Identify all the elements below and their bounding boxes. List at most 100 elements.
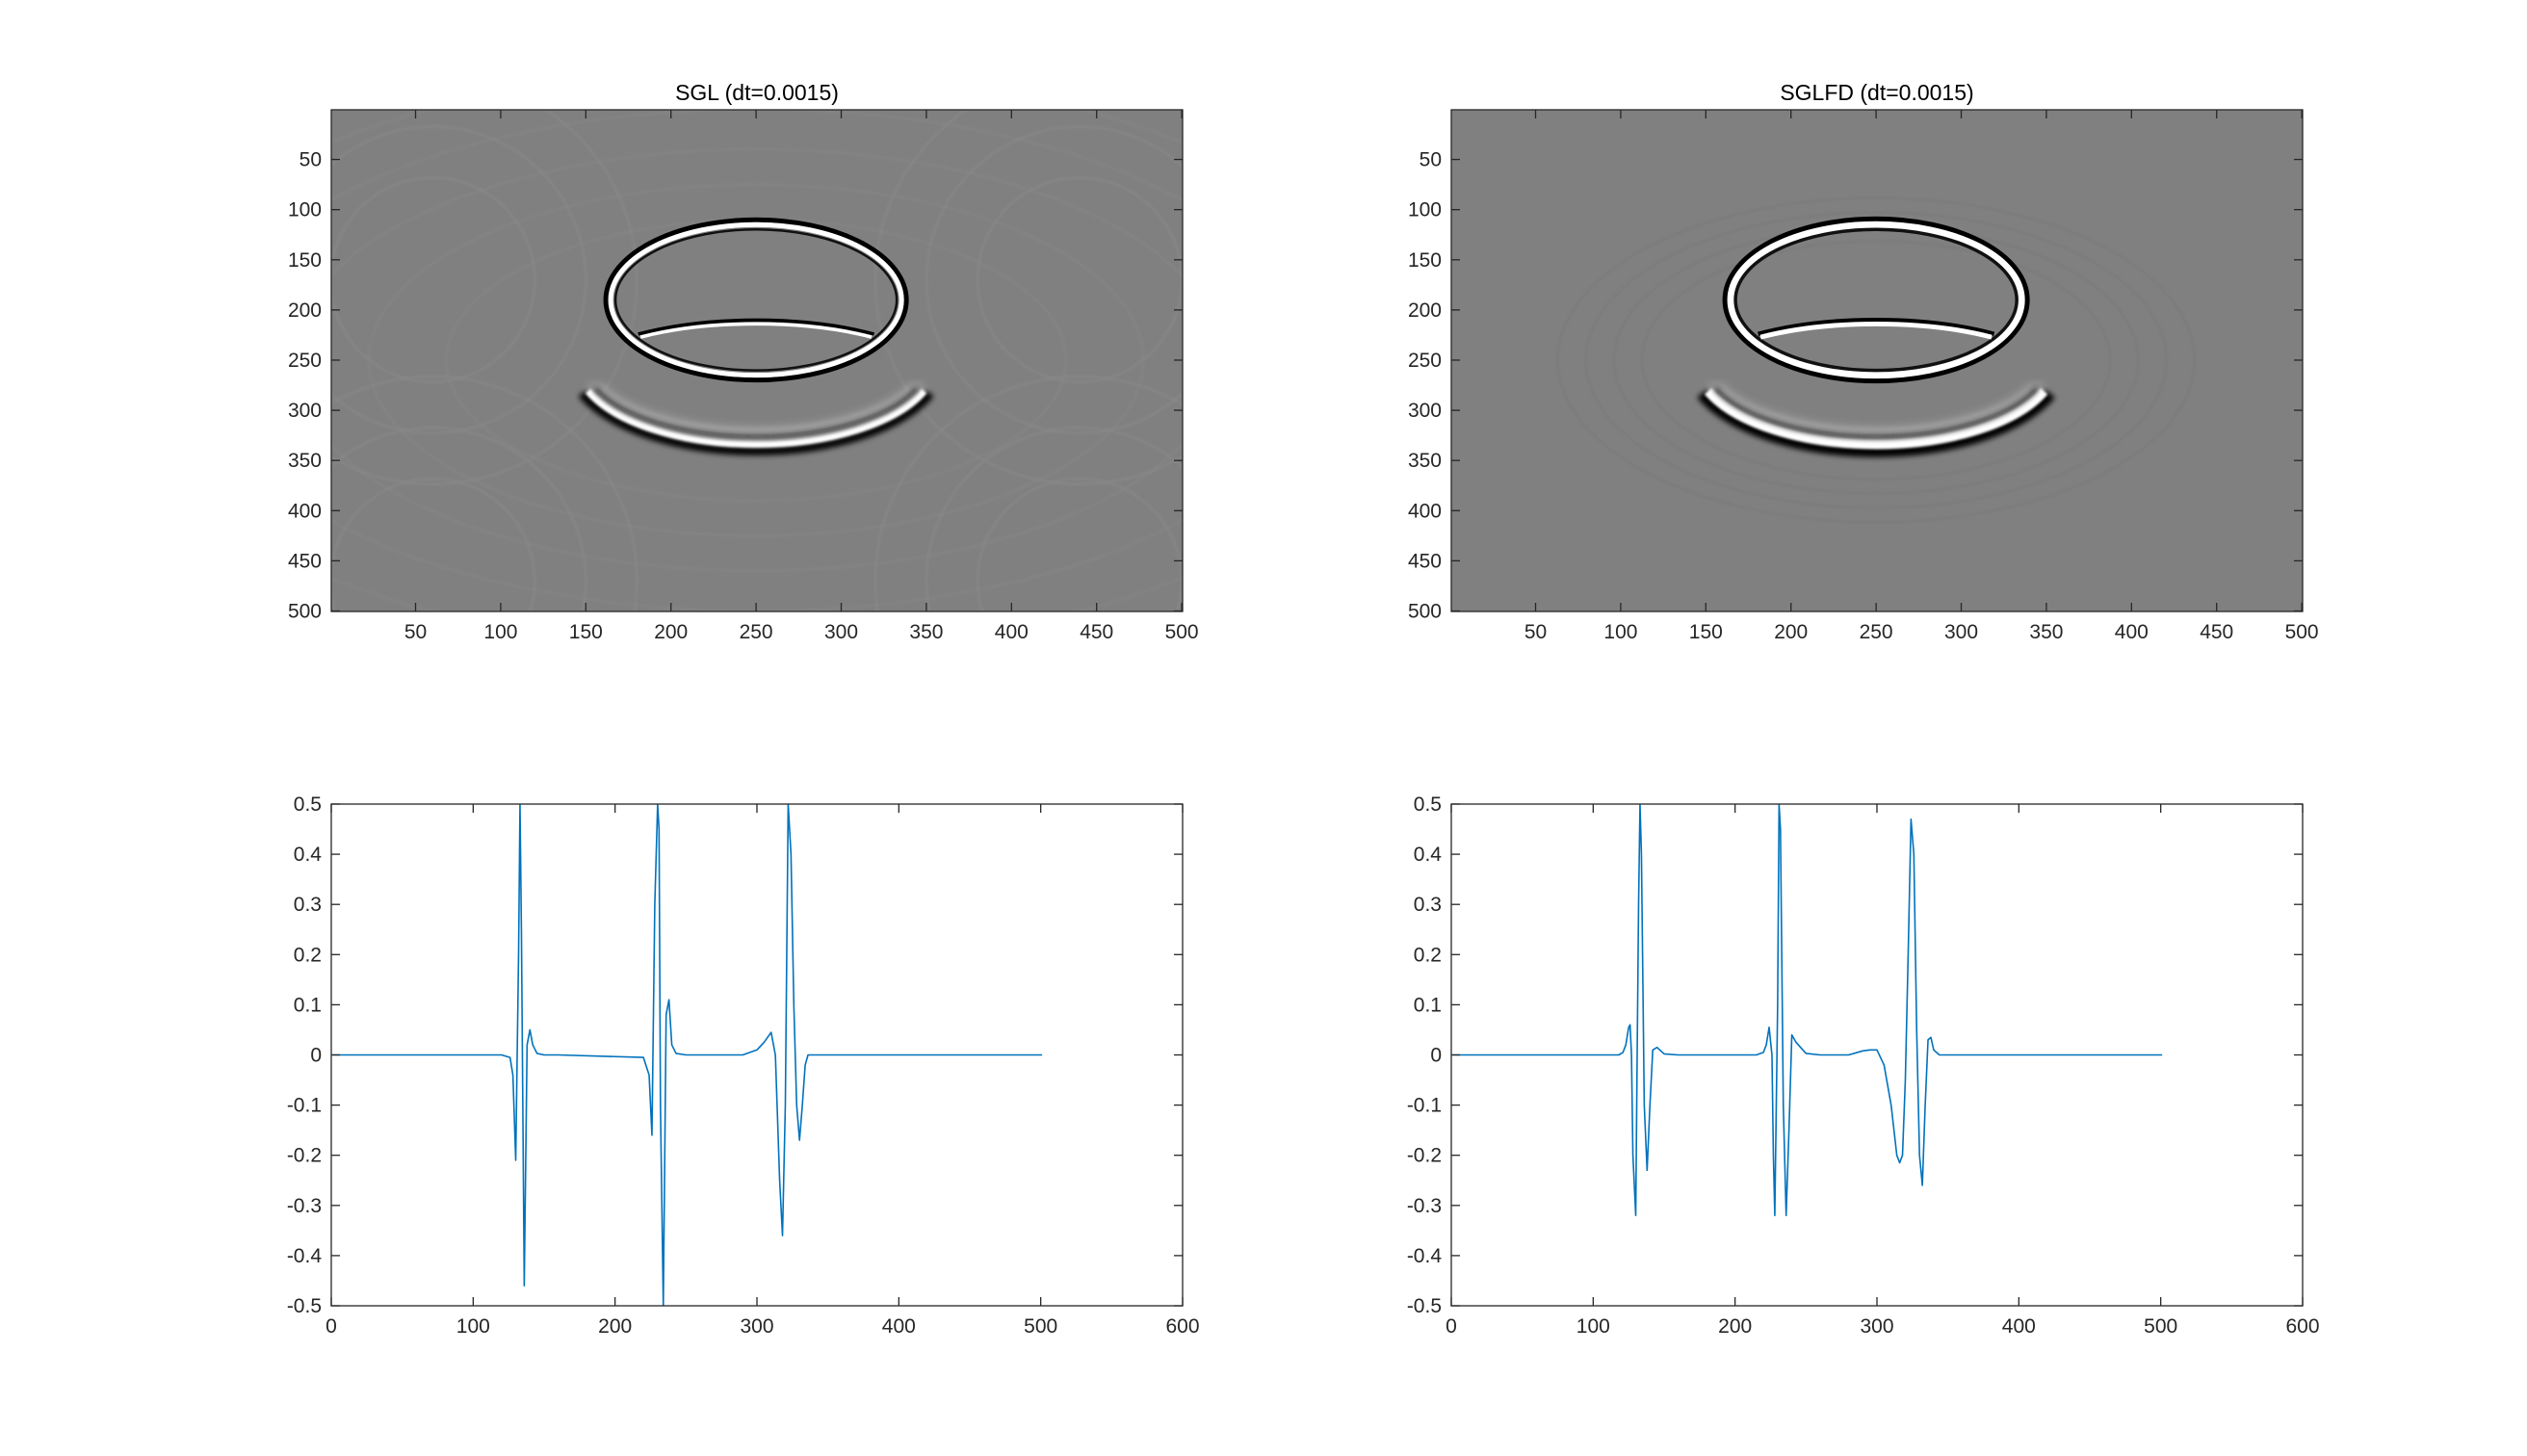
sglfd-wavefield-ticks: 50 100 150 200 250 300 350 400 450 500 50 100 150 200… — [1408, 110, 2319, 643]
sgl-wavefield-artifact-ring — [925, 427, 1183, 611]
sgl-wavefield-artifact-ring — [977, 176, 1183, 383]
sglfd-trace-ytick-label: 0.3 — [1414, 894, 1442, 916]
sglfd-trace-ytick-label: -0.2 — [1407, 1145, 1442, 1167]
sgl-trace-panel: 0 100 200 300 400 500 600 -0.5 -0.4 -0.3 -0.2 -0.1 0… — [287, 793, 1200, 1338]
sglfd-trace-ticks: 0 100 200 300 400 500 600 -0.5 -0.4 -0.3 -0.2 -0.1 0… — [1407, 793, 2320, 1338]
sgl-wavefield-ytick-label: 450 — [288, 550, 322, 572]
sglfd-wavefield-ytick-label: 150 — [1408, 249, 1442, 272]
sgl-trace-ytick-label: 0 — [310, 1045, 322, 1067]
sgl-wavefield-inner-arc-bright — [639, 322, 873, 339]
sglfd-wavefield-artifact-ring — [1641, 240, 2112, 481]
sglfd-trace-ytick-label: 0.1 — [1414, 994, 1442, 1016]
sgl-wavefield-ytick-label: 350 — [288, 450, 322, 472]
sgl-wavefield-xtick-label: 200 — [654, 621, 688, 643]
sgl-wavefield-ytick-label: 500 — [288, 600, 322, 622]
sglfd-wavefield-upper-wavefront-inner — [1733, 227, 2019, 373]
sglfd-trace-panel: 0 100 200 300 400 500 600 -0.5 -0.4 -0.3 -0.2 -0.1 0… — [1407, 793, 2320, 1338]
sglfd-trace-ytick-label: -0.1 — [1407, 1095, 1442, 1117]
sgl-trace-ytick-label: 0.4 — [294, 844, 323, 866]
sglfd-trace-ytick-label: 0.4 — [1414, 844, 1443, 866]
sglfd-trace-ytick-label: -0.4 — [1407, 1245, 1443, 1267]
sglfd-wavefield-xtick-label: 150 — [1689, 621, 1723, 643]
sgl-wavefield-ytick-label: 100 — [288, 199, 322, 221]
sglfd-trace-xtick-label: 500 — [2144, 1315, 2177, 1338]
sgl-wavefield-artifact-ring — [331, 478, 535, 611]
sgl-wavefield-lower-arc-bright — [585, 388, 927, 448]
sgl-wavefield-artifact-ring — [331, 110, 638, 485]
sglfd-wavefield-ytick-label: 250 — [1408, 350, 1442, 372]
sglfd-wavefield-xtick-label: 50 — [1524, 621, 1547, 643]
sglfd-trace-lines — [1452, 804, 2163, 1217]
sgl-wavefield-ytick-label: 50 — [300, 149, 322, 171]
sgl-trace-xtick-label: 400 — [882, 1315, 916, 1338]
sglfd-wavefield-xtick-label: 200 — [1774, 621, 1808, 643]
sgl-trace-xtick-label: 0 — [326, 1315, 337, 1338]
sglfd-wavefield-xtick-label: 450 — [2200, 621, 2233, 643]
sgl-trace-ytick-label: 0.1 — [294, 994, 322, 1016]
sgl-wavefield-artifact-ring — [925, 125, 1183, 434]
sglfd-wavefield-upper-wavefront-bright — [1727, 221, 2025, 379]
sgl-wavefield-ytick-label: 200 — [288, 299, 322, 322]
sgl-trace-ytick-label: -0.4 — [287, 1245, 323, 1267]
sglfd-wavefield-lower-arc-dark — [1697, 389, 2055, 457]
sglfd-wavefield-ytick-label: 100 — [1408, 199, 1442, 221]
sgl-wavefield-artifact-ring — [331, 148, 1183, 572]
sglfd-trace-ytick-label: -0.5 — [1407, 1295, 1442, 1317]
sgl-wavefield-upper-wavefront-bright — [608, 221, 904, 378]
sgl-wavefield-artifact-ring — [331, 427, 587, 611]
sgl-trace-xtick-label: 600 — [1165, 1315, 1199, 1338]
sgl-trace-ytick-label: -0.5 — [287, 1295, 322, 1317]
sgl-wavefield-inner-arc-dark — [638, 318, 875, 336]
sglfd-trace-ytick-label: 0.2 — [1414, 944, 1442, 966]
sglfd-trace-xtick-label: 0 — [1446, 1315, 1457, 1338]
sgl-trace-ytick-label: 0.3 — [294, 894, 322, 916]
sglfd-wavefield-panel: SGLFD (dt=0.0015) 50 100 150 200 250 300 350 40… — [1408, 80, 2319, 643]
sglfd-wavefield-xtick-label: 500 — [2285, 621, 2319, 643]
sgl-trace-ytick-label: 0.2 — [294, 944, 322, 966]
sgl-trace-lines — [332, 804, 1043, 1306]
sglfd-wavefield-xtick-label: 300 — [1944, 621, 1978, 643]
sgl-wavefield-upper-wavefront-dark — [603, 217, 909, 383]
sgl-wavefield-artifact-ring — [331, 176, 535, 383]
sgl-wavefield-artifact-ring — [331, 376, 638, 611]
sgl-trace-ytick-label: 0.5 — [294, 793, 322, 816]
sgl-wavefield-panel: SGL (dt=0.0015) 50 100 150 200 250 300 350 400 4… — [288, 80, 1199, 643]
sgl-wavefield-title: SGL (dt=0.0015) — [675, 80, 839, 105]
sgl-wavefield-lower-arc-inner — [593, 386, 919, 439]
sgl-wavefield-xtick-label: 350 — [909, 621, 943, 643]
sglfd-trace-xtick-label: 300 — [1860, 1315, 1893, 1338]
sgl-wavefronts — [331, 110, 1183, 611]
sglfd-wavefronts — [1556, 196, 2196, 524]
sglfd-trace-ytick-label: 0 — [1430, 1045, 1442, 1067]
sglfd-wavefield-artifact-ring — [1584, 211, 2168, 509]
sglfd-wavefield-xtick-label: 250 — [1860, 621, 1893, 643]
sgl-trace-ticks: 0 100 200 300 400 500 600 -0.5 -0.4 -0.3 -0.2 -0.1 0… — [287, 793, 1200, 1338]
sglfd-wavefield-inner-arc-bright — [1759, 322, 1993, 340]
sgl-wavefield-artifact-ring — [331, 125, 587, 434]
sglfd-wavefield-image — [1451, 110, 2303, 611]
sgl-trace-series-line — [332, 804, 1043, 1306]
sgl-wavefield-artifact-ring — [874, 376, 1183, 611]
sgl-trace-ytick-label: -0.3 — [287, 1195, 322, 1217]
sglfd-wavefield-lower-arc-inner — [1713, 386, 2039, 439]
sgl-wavefield-upper-wavefront-inner — [613, 228, 899, 372]
sgl-wavefield-xtick-label: 500 — [1165, 621, 1199, 643]
sgl-trace-ytick-label: -0.2 — [287, 1145, 322, 1167]
sgl-wavefield-xtick-label: 150 — [569, 621, 603, 643]
sgl-wavefield-ticks: 50 100 150 200 250 300 350 400 450 500 50 100 150 200… — [288, 110, 1199, 643]
sglfd-trace-ytick-label: -0.3 — [1407, 1195, 1442, 1217]
sgl-trace-ytick-label: -0.1 — [287, 1095, 322, 1117]
sgl-wavefield-ytick-label: 400 — [288, 500, 322, 522]
sglfd-wavefield-ytick-label: 400 — [1408, 500, 1442, 522]
sglfd-wavefield-ytick-label: 450 — [1408, 550, 1442, 572]
sgl-wavefield-xtick-label: 450 — [1080, 621, 1113, 643]
sglfd-trace-ytick-label: 0.5 — [1414, 793, 1442, 816]
sglfd-wavefield-ytick-label: 300 — [1408, 400, 1442, 422]
sgl-wavefield-ytick-label: 150 — [288, 249, 322, 272]
sgl-wavefield-xtick-label: 50 — [404, 621, 427, 643]
sglfd-wavefield-ytick-label: 500 — [1408, 600, 1442, 622]
sgl-wavefield-xtick-label: 100 — [483, 621, 517, 643]
sglfd-wavefield-ytick-label: 350 — [1408, 450, 1442, 472]
sgl-wavefield-artifact-ring — [874, 110, 1183, 485]
